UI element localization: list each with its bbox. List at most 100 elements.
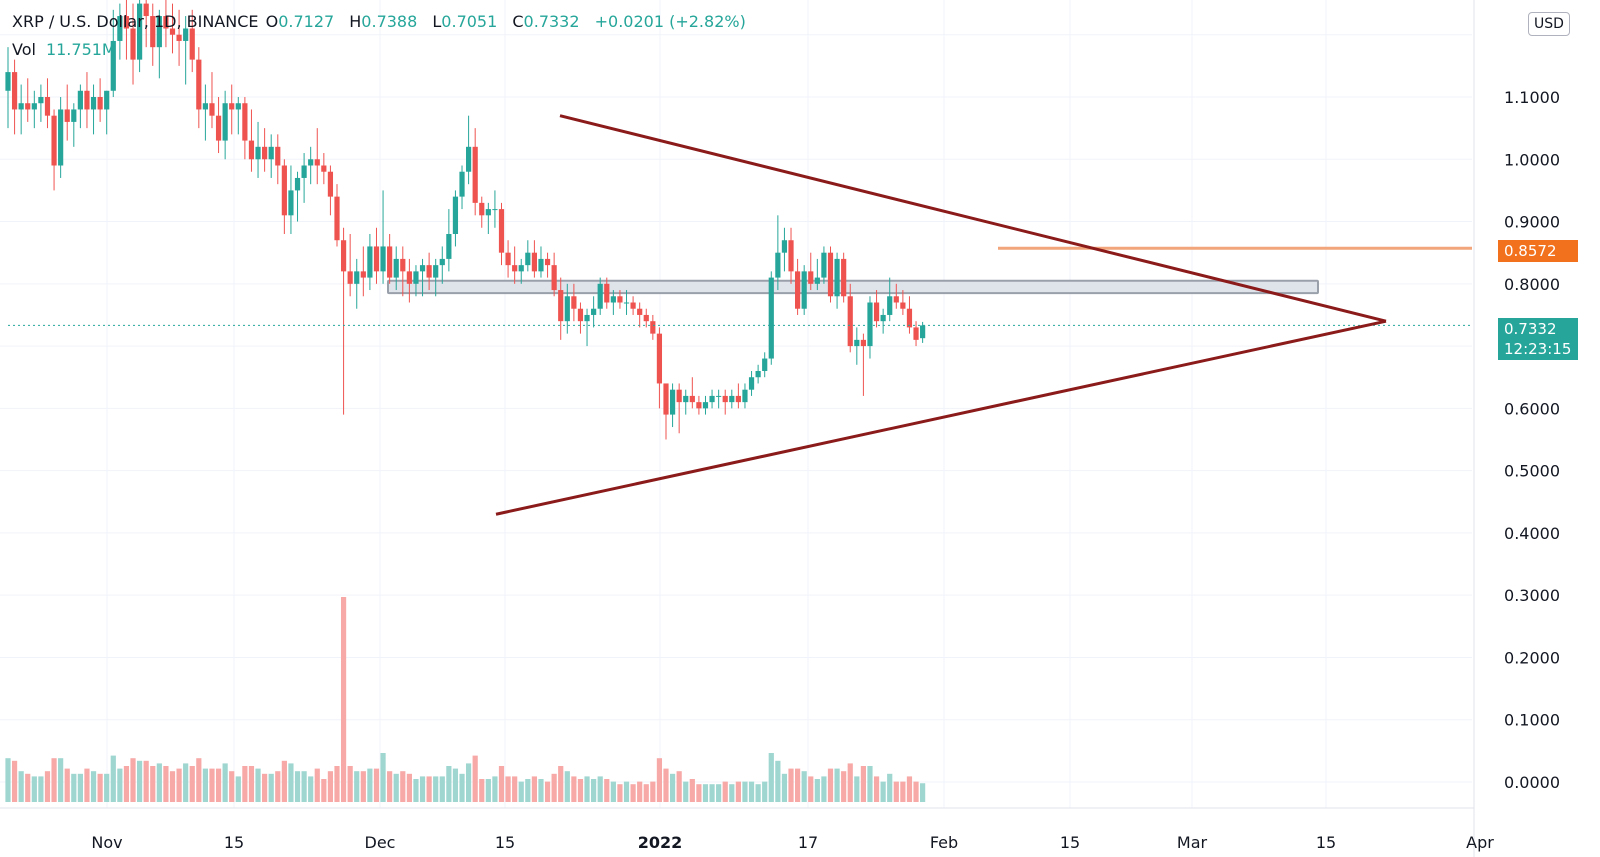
candle-body	[834, 258, 840, 297]
candle-body	[564, 296, 570, 322]
candle-body	[439, 258, 445, 266]
volume-bar	[768, 753, 774, 802]
candle-body	[25, 103, 31, 110]
volume-bar	[262, 773, 268, 802]
volume-bar	[722, 781, 728, 802]
volume-bar	[189, 766, 195, 802]
candle-body	[873, 302, 880, 322]
candle-body	[242, 103, 248, 141]
volume-bar	[229, 771, 235, 802]
candle-body	[650, 321, 656, 334]
time-tick-label: Apr	[1466, 833, 1494, 852]
volume-bar	[735, 781, 741, 802]
candle-body	[452, 196, 459, 234]
candle-body	[729, 395, 735, 403]
volume-bar	[604, 779, 610, 802]
volume-bar	[347, 766, 353, 802]
candle-body	[235, 103, 241, 110]
volume-value: 11.751M	[45, 40, 116, 59]
volume-bar	[867, 766, 873, 802]
price-tick-label: 0.3000	[1504, 586, 1560, 605]
volume-bar	[11, 760, 18, 802]
candle-body	[676, 389, 682, 403]
candle-body	[702, 402, 709, 409]
time-tick-label: Feb	[930, 833, 958, 852]
volume-bar	[525, 779, 531, 802]
volume-bar	[729, 784, 735, 802]
candle-body	[367, 246, 373, 278]
candle-body	[591, 308, 597, 315]
volume-bar	[294, 771, 301, 802]
volume-bar	[400, 771, 406, 802]
volume-bar	[354, 771, 360, 802]
volume-bar	[5, 758, 11, 802]
price-tick-label: 0.2000	[1504, 648, 1560, 667]
candle-body	[920, 325, 926, 339]
open-label: O	[265, 12, 279, 31]
candle-body	[466, 146, 472, 172]
volume-bar	[571, 776, 577, 802]
candle-body	[275, 146, 281, 166]
volume-bar	[755, 784, 761, 802]
candle-body	[630, 302, 636, 309]
volume-bar	[255, 768, 261, 802]
candle-body	[5, 72, 11, 91]
candle-body	[18, 103, 24, 110]
volume-bar	[466, 763, 472, 802]
volume-bar	[663, 768, 669, 802]
volume-bar	[893, 781, 899, 802]
candle-body	[597, 283, 603, 309]
currency-button[interactable]: USD	[1528, 12, 1570, 36]
time-tick-label: Dec	[365, 833, 396, 852]
price-tick-label: 0.6000	[1504, 399, 1560, 418]
volume-bar	[334, 766, 340, 802]
triangle-drawing[interactable]	[8, 114, 1472, 516]
volume-bar	[321, 779, 327, 802]
volume-bar	[169, 771, 176, 802]
last-price-tag: 0.7332 12:23:15	[1498, 318, 1578, 360]
volume-bar	[373, 768, 380, 802]
time-tick-label: 17	[798, 833, 818, 852]
volume-bar	[748, 781, 755, 802]
candle-body	[189, 28, 195, 60]
candle-body	[617, 296, 623, 303]
candle-body	[413, 271, 419, 284]
triangle-lower-line	[495, 319, 1387, 516]
time-tick-label: Nov	[91, 833, 122, 852]
candle-body	[117, 16, 123, 41]
price-tick-label: 0.5000	[1504, 462, 1560, 481]
volume-bar	[762, 781, 768, 802]
candle-body	[360, 271, 366, 278]
candle-body	[893, 296, 899, 303]
volume-bar	[656, 758, 663, 802]
candle-body	[137, 3, 143, 60]
candle-body	[183, 28, 189, 41]
volume-bar	[156, 763, 162, 802]
candle-body	[827, 252, 834, 297]
volume-bar	[906, 776, 913, 802]
volume-bar	[920, 783, 926, 802]
candle-body	[222, 103, 228, 141]
candle-body	[735, 395, 741, 403]
symbol-title[interactable]: XRP / U.S. Dollar, 1D, BINANCE	[12, 12, 259, 31]
price-tick-label: 0.9000	[1504, 213, 1560, 232]
price-tick-label: 0.4000	[1504, 524, 1560, 543]
volume-bar	[498, 766, 505, 802]
candle-body	[709, 395, 715, 403]
candle-body	[334, 196, 340, 241]
support-zone-rect	[387, 279, 1319, 295]
volume-bar	[110, 755, 116, 802]
candle-body	[110, 40, 116, 91]
volume-label[interactable]: Vol	[12, 40, 36, 59]
volume-bar	[71, 773, 77, 802]
volume-bar	[485, 779, 491, 802]
candle-body	[327, 171, 334, 197]
candle-body	[31, 103, 37, 110]
support-zone[interactable]	[387, 279, 1319, 295]
candle-body	[58, 109, 64, 166]
candle-body	[268, 146, 274, 160]
low-value: 0.7051	[441, 12, 498, 31]
volume-bar	[31, 776, 37, 802]
volume-bar	[887, 773, 893, 802]
